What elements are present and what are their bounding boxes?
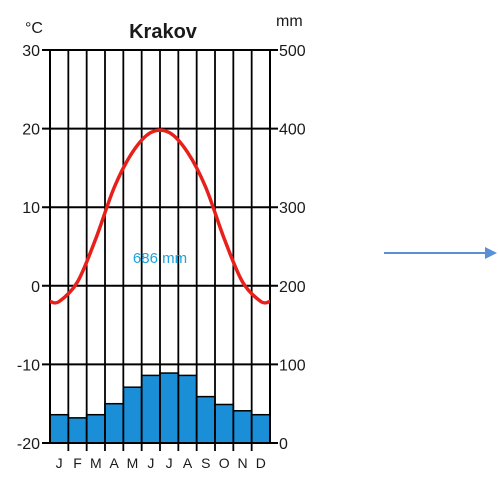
month-label: J — [166, 455, 173, 471]
temperature-tick-label: -10 — [17, 357, 40, 374]
month-label: J — [56, 455, 63, 471]
month-label: D — [256, 455, 266, 471]
precipitation-bar — [195, 395, 216, 444]
temperature-tick-label: 30 — [22, 43, 40, 60]
temperature-unit: °C — [25, 20, 43, 37]
precipitation-bar — [122, 386, 143, 444]
precipitation-unit: mm — [276, 13, 303, 30]
precipitation-tick-label: 100 — [279, 357, 306, 374]
precipitation-bar — [159, 372, 180, 444]
precipitation-tick-label: 500 — [279, 43, 306, 60]
month-label: O — [219, 455, 230, 471]
temperature-tick-label: 10 — [22, 200, 40, 217]
precipitation-bar — [232, 410, 253, 444]
precipitation-bar — [177, 374, 198, 444]
precipitation-bar — [250, 413, 271, 444]
month-label: M — [90, 455, 102, 471]
precipitation-bar — [104, 402, 125, 444]
temperature-tick-label: 0 — [31, 279, 40, 296]
month-label: A — [183, 455, 193, 471]
precipitation-bar — [49, 413, 70, 444]
month-label: N — [237, 455, 247, 471]
arrow-head — [485, 247, 497, 259]
temperature-tick-label: -20 — [17, 436, 40, 453]
month-label: S — [201, 455, 210, 471]
precipitation-bar — [85, 413, 106, 444]
temperature-tick-label: 20 — [22, 122, 40, 139]
precipitation-bar — [140, 374, 161, 444]
arrow — [384, 247, 497, 259]
precipitation-tick-label: 0 — [279, 436, 288, 453]
month-label: J — [147, 455, 154, 471]
temperature-line — [49, 128, 271, 305]
annual-precipitation-label: 686 mm — [133, 250, 187, 267]
precipitation-tick-label: 200 — [279, 279, 306, 296]
precipitation-bar — [67, 417, 88, 444]
month-label: F — [73, 455, 82, 471]
chart-title: Krakov — [129, 21, 198, 43]
month-label: A — [109, 455, 119, 471]
precipitation-bar — [214, 403, 235, 444]
precipitation-tick-label: 300 — [279, 200, 306, 217]
month-label: M — [127, 455, 139, 471]
precipitation-tick-label: 400 — [279, 122, 306, 139]
